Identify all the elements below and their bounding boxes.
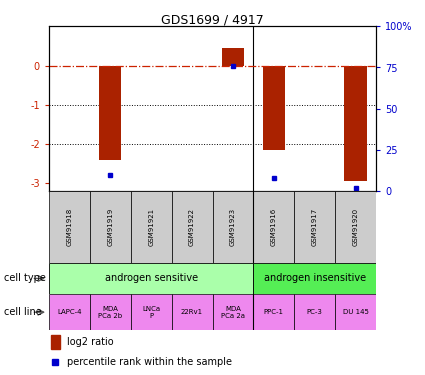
Text: GSM91920: GSM91920 (353, 208, 359, 246)
FancyBboxPatch shape (172, 191, 212, 262)
FancyBboxPatch shape (335, 191, 376, 262)
FancyBboxPatch shape (253, 262, 376, 294)
FancyBboxPatch shape (335, 294, 376, 330)
Text: GSM91917: GSM91917 (312, 208, 318, 246)
Text: PC-3: PC-3 (307, 309, 323, 315)
Text: cell line: cell line (4, 307, 42, 317)
Bar (344, 66, 367, 182)
Bar (263, 66, 285, 150)
Text: LNCa
P: LNCa P (142, 306, 160, 319)
Text: GDS1699 / 4917: GDS1699 / 4917 (161, 13, 264, 26)
Text: MDA
PCa 2b: MDA PCa 2b (98, 306, 122, 319)
Text: 22Rv1: 22Rv1 (181, 309, 203, 315)
FancyBboxPatch shape (253, 191, 294, 262)
FancyBboxPatch shape (294, 294, 335, 330)
FancyBboxPatch shape (49, 262, 253, 294)
Text: GSM91921: GSM91921 (148, 208, 154, 246)
FancyBboxPatch shape (131, 191, 172, 262)
Text: LAPC-4: LAPC-4 (57, 309, 82, 315)
Text: DU 145: DU 145 (343, 309, 368, 315)
FancyBboxPatch shape (90, 191, 131, 262)
FancyBboxPatch shape (294, 191, 335, 262)
Text: cell type: cell type (4, 273, 46, 284)
Bar (51, 335, 60, 349)
Text: GSM91923: GSM91923 (230, 208, 236, 246)
Text: androgen insensitive: androgen insensitive (264, 273, 366, 284)
Text: GSM91918: GSM91918 (66, 208, 72, 246)
FancyBboxPatch shape (49, 294, 90, 330)
Bar (222, 48, 244, 66)
Text: GSM91916: GSM91916 (271, 208, 277, 246)
FancyBboxPatch shape (212, 294, 253, 330)
FancyBboxPatch shape (49, 191, 90, 262)
FancyBboxPatch shape (172, 294, 212, 330)
Text: GSM91919: GSM91919 (107, 208, 113, 246)
Bar (99, 66, 122, 160)
FancyBboxPatch shape (212, 191, 253, 262)
Text: PPC-1: PPC-1 (264, 309, 284, 315)
Text: percentile rank within the sample: percentile rank within the sample (67, 357, 232, 367)
FancyBboxPatch shape (131, 294, 172, 330)
Text: log2 ratio: log2 ratio (67, 337, 113, 347)
Text: GSM91922: GSM91922 (189, 208, 195, 246)
FancyBboxPatch shape (90, 294, 131, 330)
FancyBboxPatch shape (253, 294, 294, 330)
Text: androgen sensitive: androgen sensitive (105, 273, 198, 284)
Text: MDA
PCa 2a: MDA PCa 2a (221, 306, 245, 319)
